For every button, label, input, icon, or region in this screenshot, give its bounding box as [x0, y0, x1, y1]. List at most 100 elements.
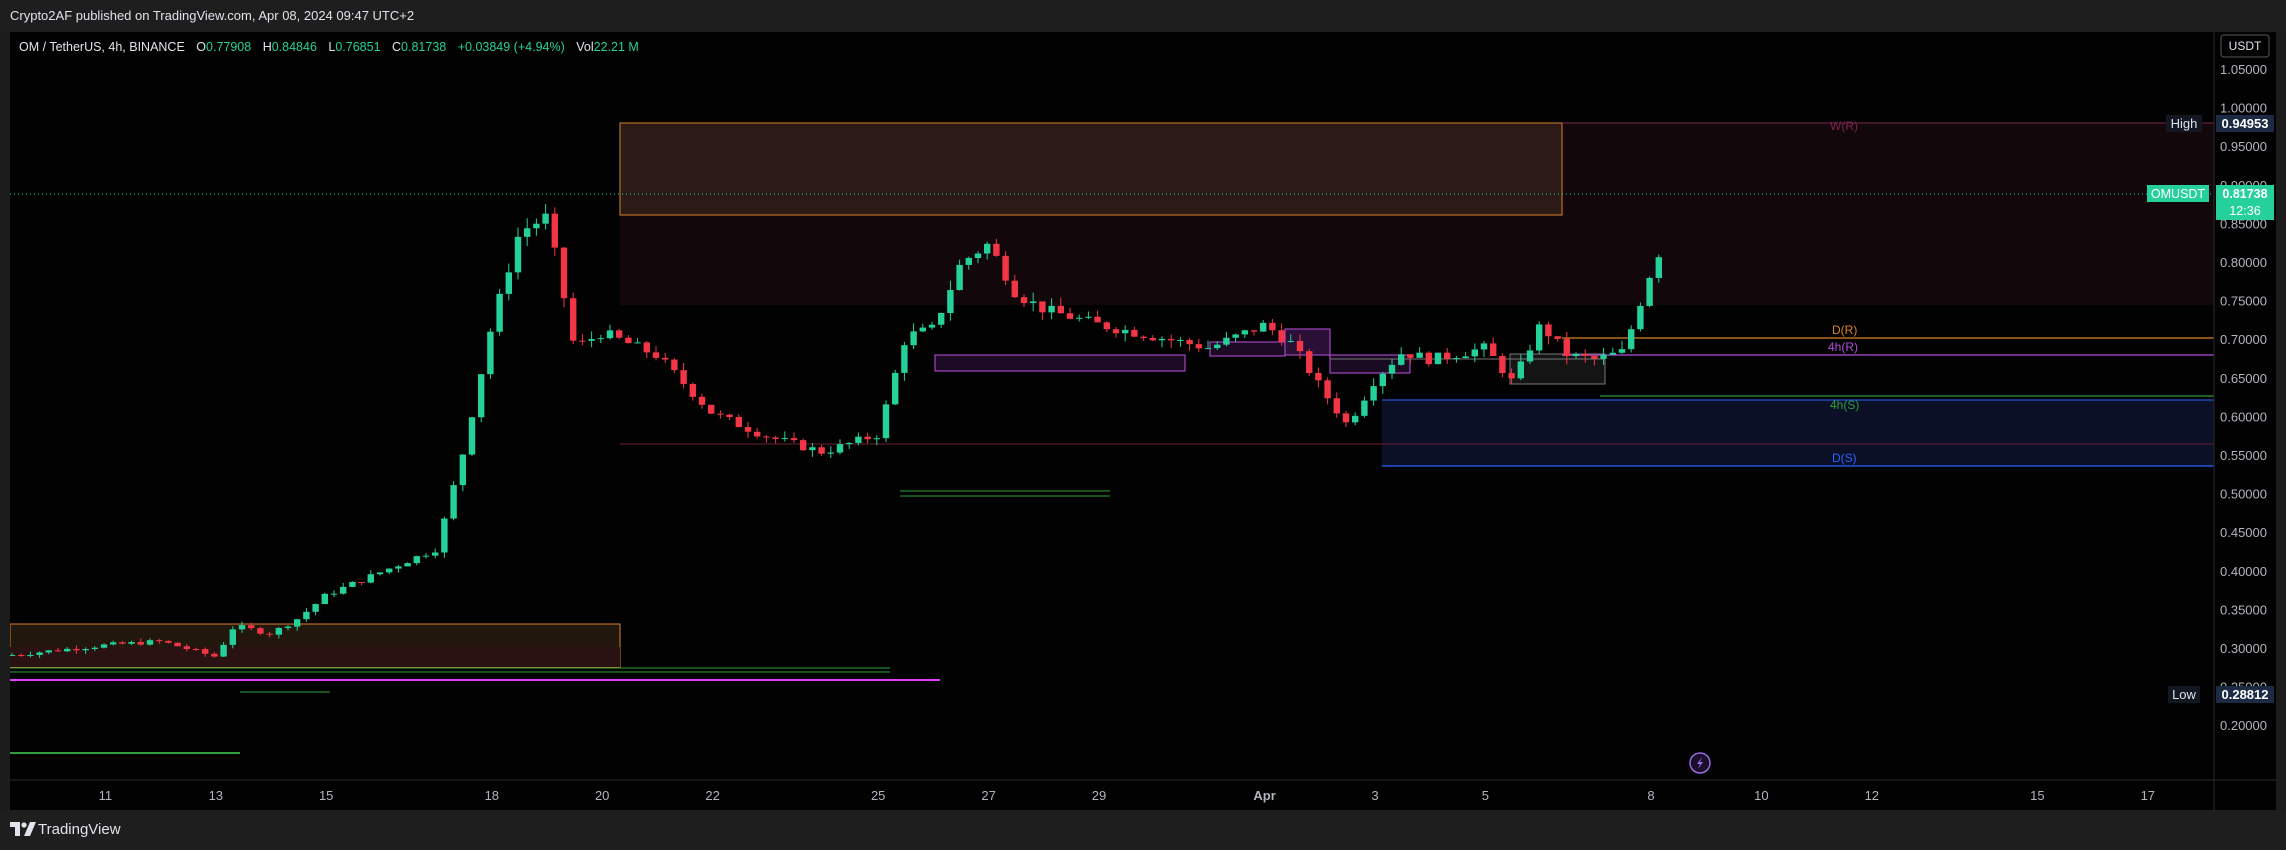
candle-body — [1434, 352, 1442, 365]
candle-body — [10, 654, 16, 656]
candle-body — [1223, 337, 1230, 345]
price-axis[interactable]: 1.050001.000000.950000.900000.850000.800… — [2220, 62, 2267, 733]
candle-body — [1269, 322, 1276, 331]
lightning-icon[interactable] — [1689, 752, 1711, 774]
candle-body — [110, 642, 117, 645]
candle-body — [1066, 313, 1074, 319]
legend-c-label: C — [392, 40, 401, 54]
candle-body — [846, 442, 853, 445]
orange-supply-zone — [619, 122, 1563, 216]
candle-body — [882, 404, 890, 439]
candle-body — [744, 427, 752, 432]
candle-body — [137, 642, 144, 645]
chart-area[interactable]: W(R) D(R) 4h(R) 4h(S) D(S) OM / TetherUS… — [10, 32, 2276, 810]
symbol-tag: OMUSDT — [2151, 187, 2206, 201]
candle-body — [1379, 373, 1386, 387]
currency-button[interactable]: USDT — [2215, 32, 2275, 60]
candle-body — [284, 626, 292, 629]
price-tick-label: 0.30000 — [2220, 641, 2267, 656]
time-tick-label: 20 — [595, 788, 609, 803]
candle-body — [938, 312, 945, 325]
candle-body — [91, 647, 98, 649]
candle-body — [910, 331, 917, 346]
candle-body — [1131, 329, 1138, 337]
candle-body — [790, 438, 798, 441]
candle-body — [956, 264, 963, 291]
candle-body — [1112, 329, 1120, 334]
candle-body — [1646, 277, 1653, 306]
candle-body — [892, 372, 899, 405]
candle-body — [947, 290, 954, 313]
candle-body — [450, 485, 457, 519]
time-tick-label: 11 — [99, 788, 113, 803]
candle-body — [1002, 255, 1009, 281]
candle-body — [1572, 354, 1580, 357]
candle-body — [1057, 305, 1064, 314]
wr-label: W(R) — [1830, 119, 1858, 133]
candle-body — [625, 337, 632, 344]
price-tick-label: 0.40000 — [2220, 564, 2267, 579]
candle-body — [18, 654, 25, 656]
candle-body — [928, 324, 936, 328]
candle-body — [413, 556, 420, 564]
candle-body — [643, 342, 650, 353]
candle-body — [864, 436, 871, 440]
footer-bar: TradingView — [0, 810, 2286, 850]
tradingview-logo-icon[interactable] — [10, 822, 36, 836]
candle-body — [1076, 317, 1083, 319]
time-tick-label: 29 — [1092, 788, 1106, 803]
candle-body — [551, 213, 558, 248]
candle-body — [1333, 398, 1340, 414]
candle-body — [1637, 305, 1644, 330]
price-tick-label: 0.80000 — [2220, 255, 2267, 270]
purple-small-box-2 — [1284, 328, 1331, 356]
price-chart[interactable]: W(R) D(R) 4h(R) 4h(S) D(S) OM / TetherUS… — [10, 32, 2276, 810]
publication-header: Crypto2AF published on TradingView.com, … — [0, 0, 2286, 32]
candle-body — [533, 223, 540, 229]
time-tick-label: 15 — [319, 788, 333, 803]
candle-body — [1011, 280, 1018, 298]
candle-body — [901, 345, 908, 373]
demand-blue-zone — [1382, 400, 2214, 466]
ds-label: D(S) — [1832, 451, 1857, 465]
lower-red-zone — [10, 647, 620, 667]
candle-body — [266, 633, 273, 635]
candle-body — [1628, 329, 1635, 350]
candle-body — [836, 444, 844, 453]
candle-body — [726, 414, 733, 417]
candle-body — [855, 436, 862, 443]
currency-label: USDT — [2229, 39, 2262, 53]
candle-body — [1591, 355, 1598, 359]
candle-body — [395, 566, 402, 569]
svg-text:OM / TetherUS, 4h, BINANCE: OM / TetherUS, 4h, BINANCE O0.77908 H0.8… — [19, 40, 639, 54]
candle-body — [367, 574, 374, 583]
candle-body — [1306, 351, 1313, 373]
candle-body — [1398, 354, 1405, 365]
candle-body — [662, 357, 669, 360]
price-tick-label: 0.55000 — [2220, 448, 2267, 463]
publication-info: Crypto2AF published on TradingView.com, … — [10, 8, 415, 23]
candle-body — [468, 417, 476, 455]
candle-body — [432, 552, 439, 556]
candle-body — [376, 572, 384, 575]
candle-body — [257, 628, 264, 634]
candle-body — [1315, 372, 1322, 381]
candle-body — [1103, 322, 1110, 330]
candle-body — [772, 437, 779, 439]
candle-body — [1260, 322, 1267, 332]
candle-body — [827, 452, 834, 454]
price-tick-label: 0.65000 — [2220, 371, 2267, 386]
candle-body — [652, 352, 660, 358]
candle-body — [1453, 358, 1460, 360]
candle-body — [128, 642, 135, 644]
candle-body — [1195, 344, 1202, 349]
candle-body — [1499, 356, 1506, 374]
time-tick-label: 15 — [2030, 788, 2044, 803]
price-tick-label: 0.45000 — [2220, 525, 2267, 540]
tradingview-brand: TradingView — [38, 821, 121, 838]
time-axis[interactable]: 11 13 15 18 20 22 25 27 29 Apr 3 5 8 10 12 15 17 — [99, 788, 2155, 803]
candle-body — [579, 340, 586, 342]
legend-open: 0.77908 — [206, 40, 251, 54]
candle-body — [1204, 348, 1212, 350]
zone-labels: W(R) D(R) 4h(R) 4h(S) D(S) — [1828, 119, 1859, 465]
